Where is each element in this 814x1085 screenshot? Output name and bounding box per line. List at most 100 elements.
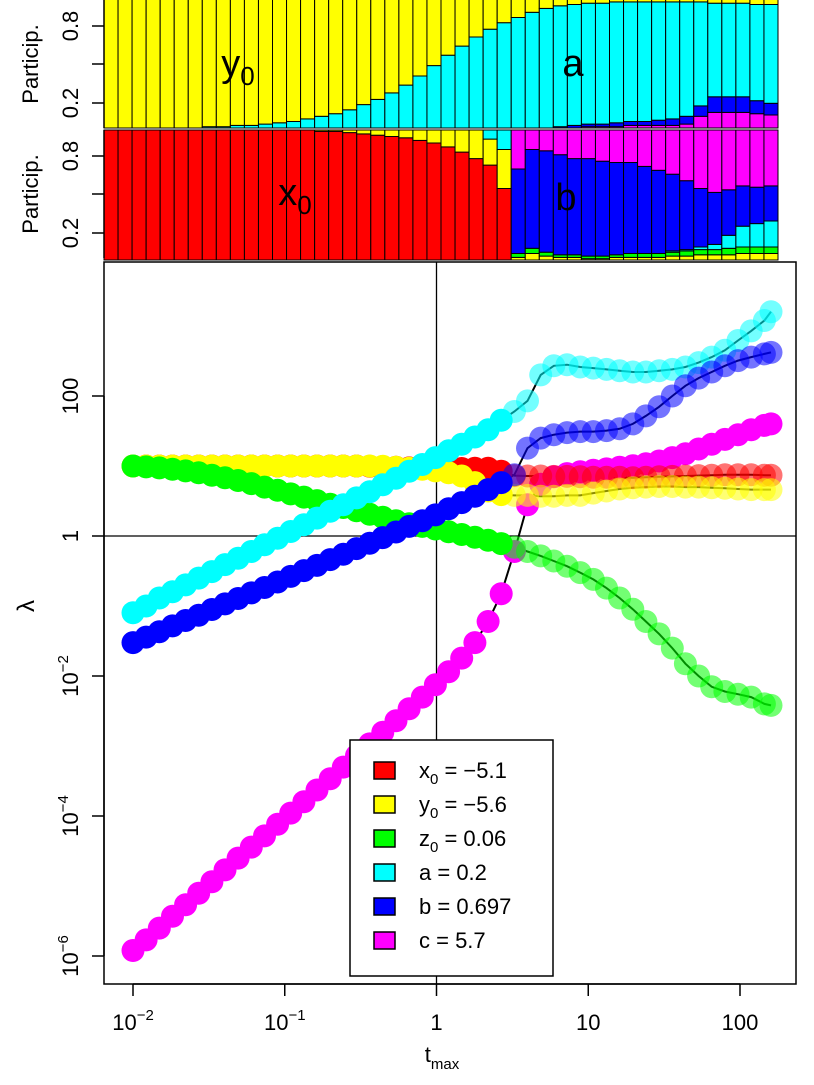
- bar-top-a-23: [426, 65, 442, 129]
- bar-bottom-y0-18: [356, 129, 372, 135]
- bar-bottom-y0-45: [735, 253, 751, 261]
- bar-bottom-y0-17: [342, 129, 358, 134]
- point-c-25: [450, 646, 474, 670]
- bar-bottom-y0-30: [524, 253, 540, 261]
- bar-bottom-c-36: [609, 129, 625, 163]
- bar-top-y0-0: [103, 0, 119, 129]
- legend-swatch-x0: [373, 761, 396, 780]
- bar-bottom-c-47: [763, 129, 779, 187]
- bar-bottom-c-45: [735, 129, 751, 187]
- legend-label-z0: z0 = 0.06: [419, 826, 506, 856]
- bar-bottom-x0-2: [131, 129, 147, 261]
- bar-top-a-19: [370, 98, 386, 129]
- xtick-label-0: 10−2: [112, 1007, 154, 1035]
- top-ylabel: Particip.: [18, 24, 43, 103]
- bar-top-b-40: [665, 118, 681, 126]
- bar-top-y0-22: [412, 0, 428, 77]
- bar-top-a-17: [342, 109, 358, 129]
- bar-top-y0-47: [763, 0, 779, 5]
- bar-bottom-z0-29: [510, 253, 526, 258]
- xtick-label-4: 100: [722, 1010, 759, 1035]
- bar-top-b-42: [693, 105, 709, 117]
- bar-bottom-x0-19: [370, 134, 386, 261]
- bar-bottom-b-45: [735, 185, 751, 227]
- bar-bottom-c-29: [510, 129, 526, 170]
- bar-bottom-x0-1: [117, 129, 133, 261]
- bar-top-a-22: [412, 75, 428, 129]
- bar-bottom-y0-41: [679, 255, 695, 261]
- bar-bottom-x0-15: [314, 130, 330, 261]
- legend-label-a: a = 0.2: [419, 860, 487, 885]
- bar-bottom-z0-38: [637, 253, 653, 258]
- bar-top-c-42: [693, 115, 709, 129]
- bar-top-a-43: [707, 2, 723, 98]
- bar-bottom-x0-11: [257, 129, 273, 261]
- bar-top-a-14: [300, 118, 316, 129]
- bar-bottom-z0-44: [721, 247, 737, 256]
- ytick-label-0: 10−6: [55, 935, 83, 977]
- bar-bottom-b-31: [538, 150, 554, 253]
- x-axis-label: tmax: [425, 1042, 460, 1073]
- bar-bottom-c-34: [580, 129, 596, 160]
- bar-bottom-y0-43: [707, 254, 723, 261]
- bar-top-y0-1: [117, 0, 133, 129]
- bar-bottom-x0-26: [468, 158, 484, 261]
- bar-bottom-b-44: [721, 189, 737, 236]
- bar-bottom-x0-18: [356, 133, 372, 261]
- bar-top-y0-39: [651, 0, 667, 3]
- bar-bottom-z0-41: [679, 250, 695, 257]
- legend-swatch-c: [373, 931, 396, 950]
- point-z0-41: [660, 636, 684, 660]
- bar-bottom-b-46: [749, 186, 765, 225]
- bar-bottom-c-40: [665, 129, 681, 175]
- bar-top-a-13: [286, 121, 302, 129]
- bar-bottom-y0-23: [426, 129, 442, 144]
- bar-top-a-47: [763, 4, 779, 104]
- bar-bottom-x0-8: [215, 129, 231, 261]
- bar-bottom-c-33: [566, 129, 582, 160]
- bar-bottom-x0-9: [229, 129, 245, 261]
- bar-top-a-39: [651, 1, 667, 121]
- point-c-28: [489, 582, 513, 606]
- xtick-label-3: 10: [576, 1010, 600, 1035]
- bar-bottom-c-46: [749, 129, 765, 188]
- bar-top-a-44: [721, 2, 737, 98]
- y-axis-label: λ: [13, 600, 40, 612]
- bar-top-a-18: [356, 104, 372, 129]
- bar-bottom-x0-28: [496, 188, 512, 261]
- bar-bottom-b-35: [594, 160, 611, 257]
- bottom-annotation-b: b: [555, 177, 576, 219]
- bar-top-y0-16: [328, 0, 344, 115]
- bar-top-a-21: [398, 84, 414, 129]
- bar-top-a-37: [623, 1, 639, 122]
- bar-bottom-x0-0: [103, 129, 119, 261]
- xtick-label-1: 10−1: [264, 1007, 306, 1035]
- legend-swatch-z0: [373, 829, 396, 848]
- bar-bottom-z0-43: [707, 249, 723, 256]
- bar-bottom-x0-16: [328, 130, 344, 261]
- legend-label-c: c = 5.7: [419, 928, 486, 953]
- bar-bottom-z0-39: [651, 253, 667, 258]
- point-a-49: [759, 300, 783, 324]
- series-a-points: [121, 300, 783, 625]
- bar-bottom-x0-23: [426, 142, 442, 261]
- top-ytick-0.8: 0.8: [58, 11, 83, 42]
- bar-top-y0-31: [538, 0, 554, 9]
- bar-top-y0-20: [384, 0, 400, 94]
- bar-top-a-36: [609, 1, 625, 124]
- bar-top-b-46: [749, 100, 765, 115]
- bar-top-y0-18: [356, 0, 372, 106]
- bar-bottom-b-40: [665, 173, 681, 252]
- legend-swatch-a: [373, 863, 396, 882]
- bar-bottom-b-30: [524, 149, 540, 249]
- top-bars: [103, 0, 779, 129]
- bar-top-y0-26: [468, 0, 484, 38]
- bar-top-y0-3: [145, 0, 161, 129]
- bar-top-y0-36: [609, 0, 625, 3]
- bar-bottom-x0-20: [384, 136, 400, 261]
- bar-bottom-y0-47: [763, 253, 779, 261]
- bar-top-y0-33: [566, 0, 582, 5]
- bar-top-y0-29: [510, 0, 526, 18]
- bar-bottom-c-43: [707, 129, 723, 193]
- bottom-annotation-x0: x0: [278, 172, 311, 220]
